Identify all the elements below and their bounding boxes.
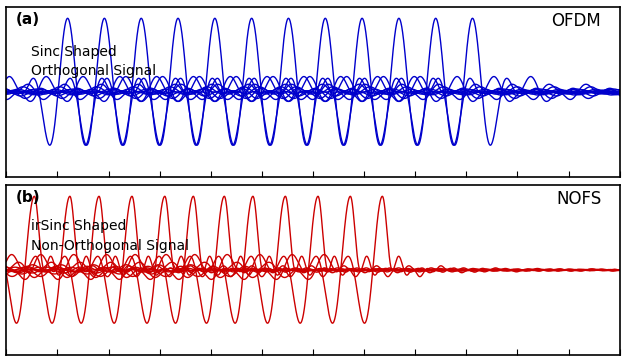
Text: (a): (a) <box>16 12 39 27</box>
Text: NOFS: NOFS <box>556 190 602 208</box>
Text: irSinc Shaped
Non-Orthogonal Signal: irSinc Shaped Non-Orthogonal Signal <box>31 219 189 253</box>
Text: Sinc Shaped
Orthogonal Signal: Sinc Shaped Orthogonal Signal <box>31 45 156 78</box>
Text: OFDM: OFDM <box>552 12 602 30</box>
Text: (b): (b) <box>16 190 40 205</box>
